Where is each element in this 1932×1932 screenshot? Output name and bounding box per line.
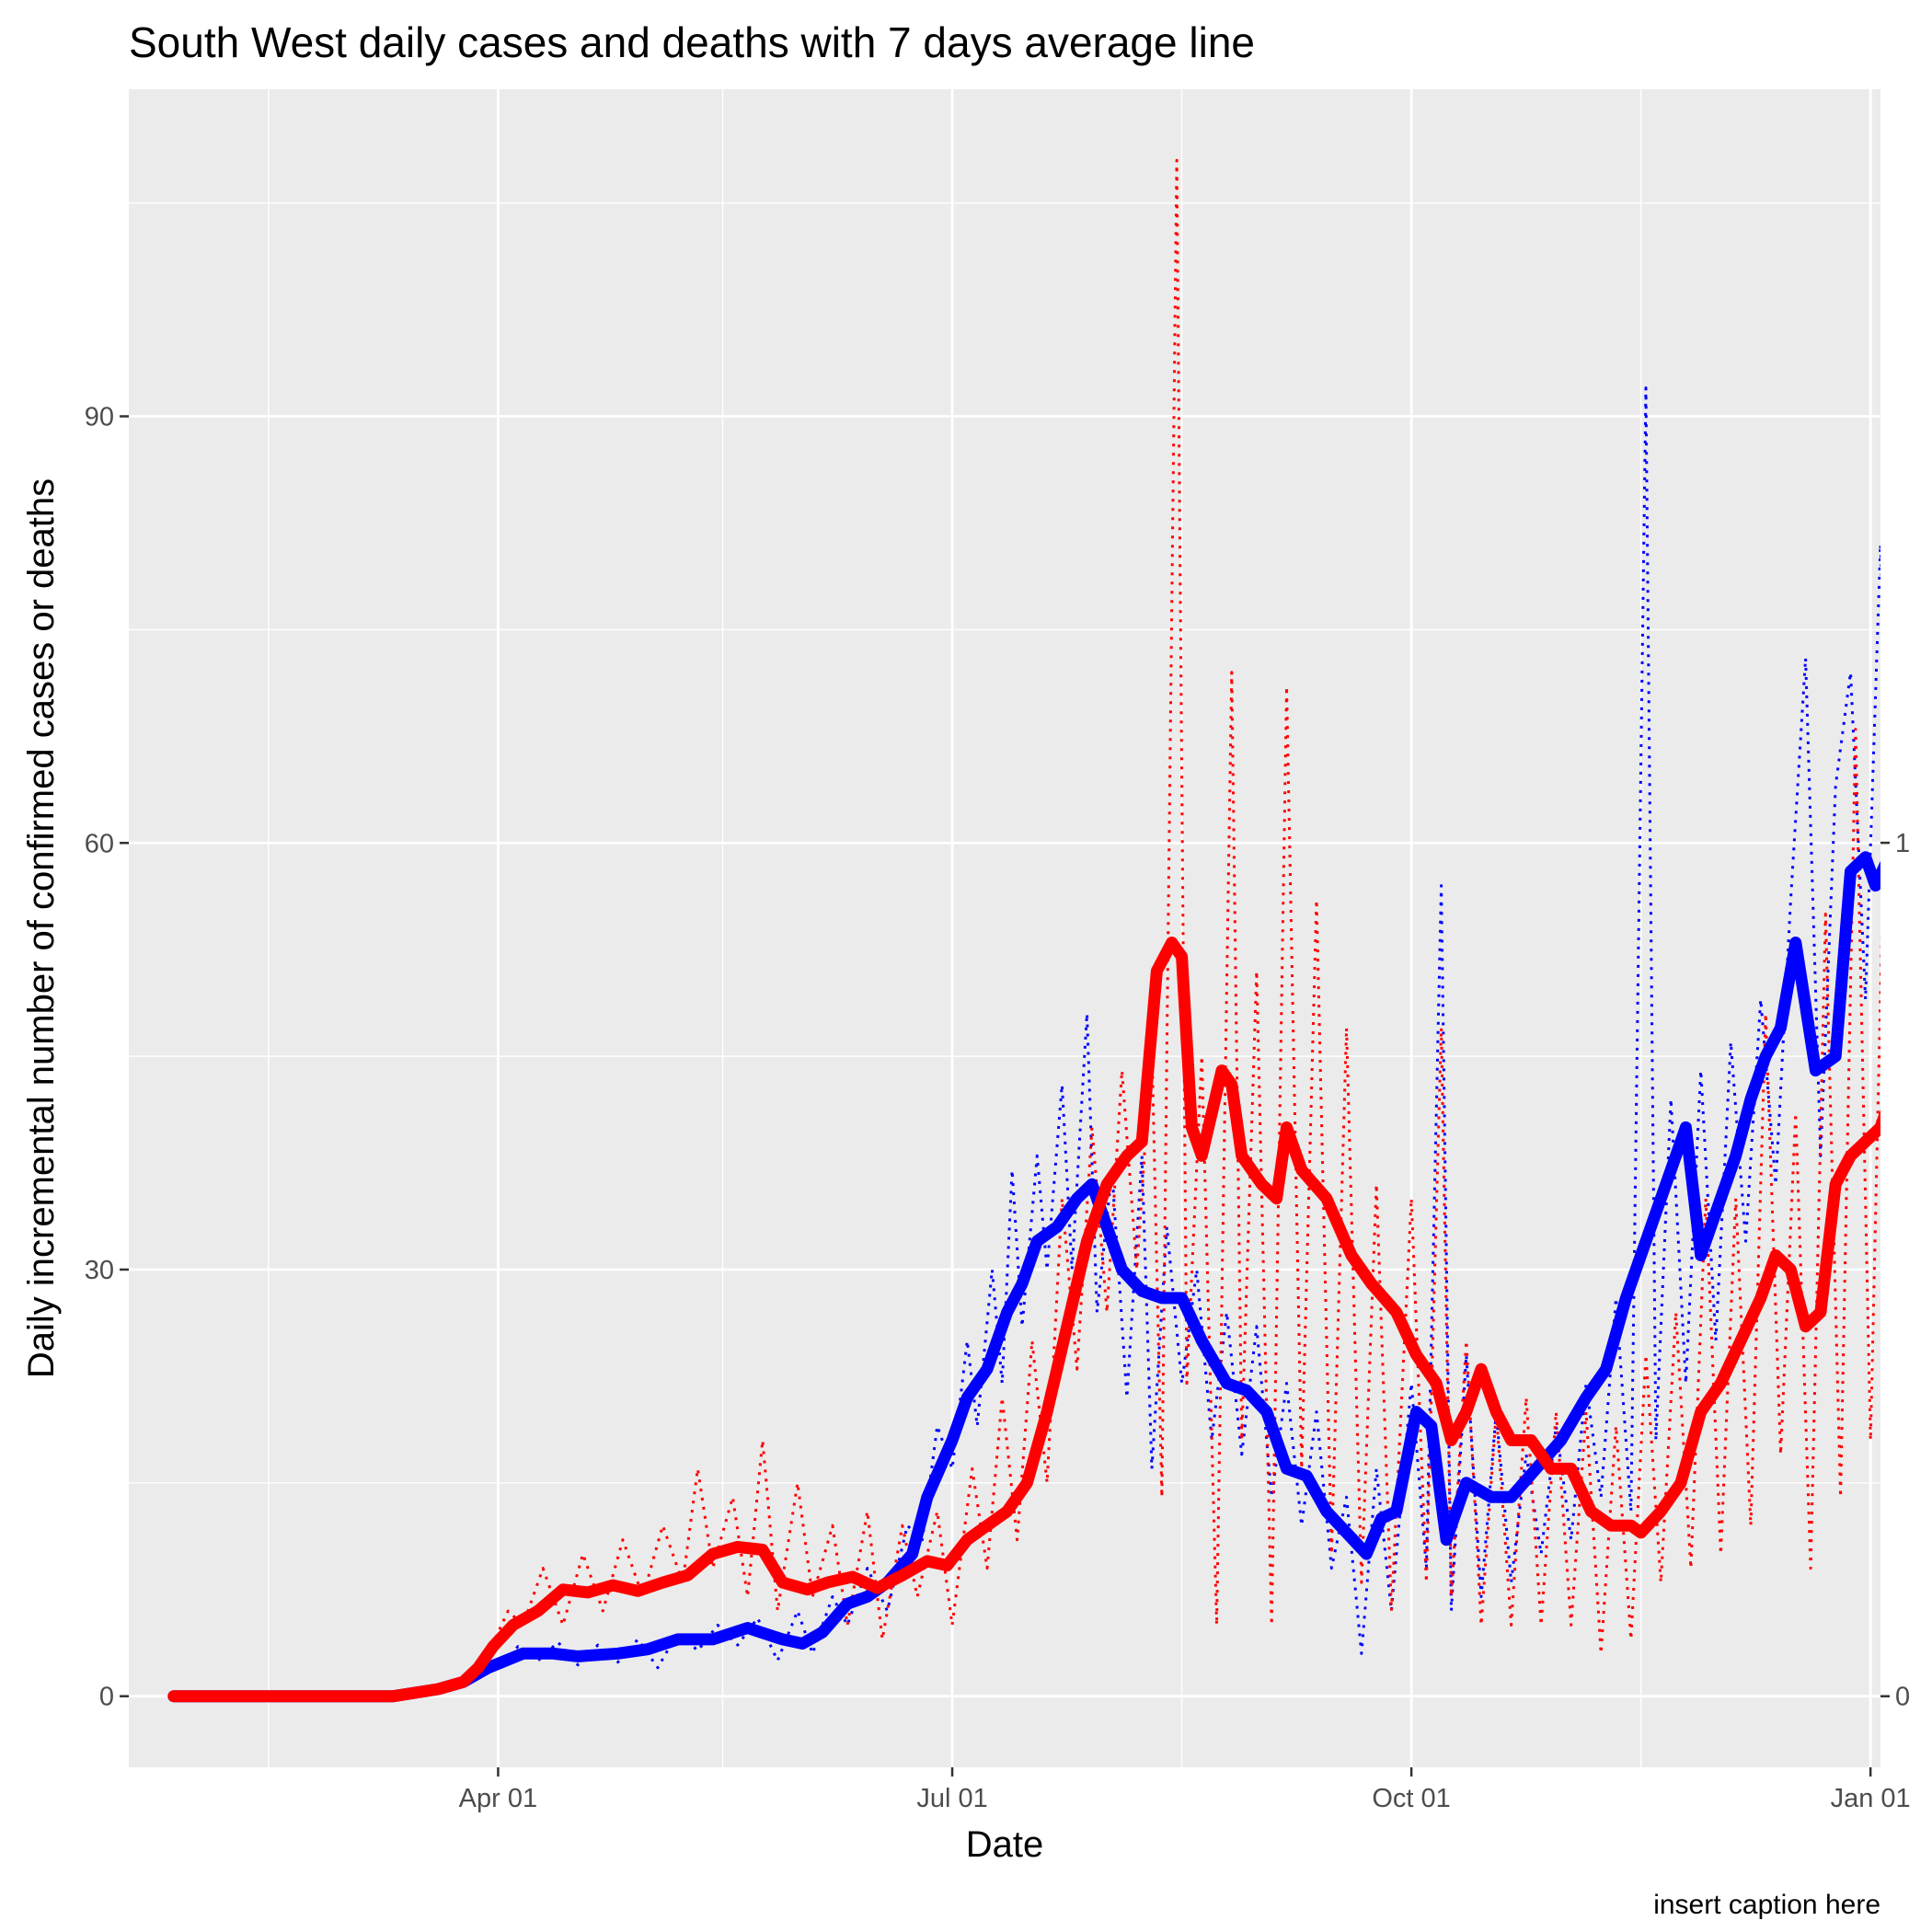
chart-caption: insert caption here bbox=[1653, 1890, 1880, 1920]
x-tick-label: Oct 01 bbox=[1372, 1784, 1450, 1813]
chart-title: South West daily cases and deaths with 7… bbox=[129, 18, 1255, 66]
y-axis-left: 0 30 60 90 bbox=[85, 403, 129, 1712]
x-axis-title: Date bbox=[966, 1824, 1044, 1865]
y-axis-right: 01 bbox=[1880, 829, 1910, 1712]
y2-tick-label: 0 bbox=[1895, 1683, 1910, 1712]
red-dotted-line bbox=[462, 158, 1880, 1684]
blue-dotted-line bbox=[462, 386, 1880, 1684]
blue-thick-line bbox=[167, 851, 1880, 1703]
y-tick-label: 0 bbox=[99, 1683, 114, 1712]
y-tick-label: 90 bbox=[85, 403, 114, 432]
series-layer bbox=[167, 158, 1880, 1703]
y2-tick-label: 1 bbox=[1895, 829, 1910, 858]
red-thick-line bbox=[167, 937, 1880, 1703]
x-axis: Apr 01 Jul 01 Oct 01 Jan 01 bbox=[459, 1767, 1911, 1813]
y-axis-title: Daily incremental number of confirmed ca… bbox=[21, 478, 62, 1378]
plot-panel bbox=[129, 89, 1880, 1767]
minor-gridlines bbox=[129, 89, 1880, 1767]
x-tick-label: Jan 01 bbox=[1831, 1784, 1911, 1813]
x-tick-label: Jul 01 bbox=[916, 1784, 987, 1813]
y-tick-label: 60 bbox=[85, 829, 114, 858]
y-tick-label: 30 bbox=[85, 1256, 114, 1285]
x-tick-label: Apr 01 bbox=[459, 1784, 537, 1813]
